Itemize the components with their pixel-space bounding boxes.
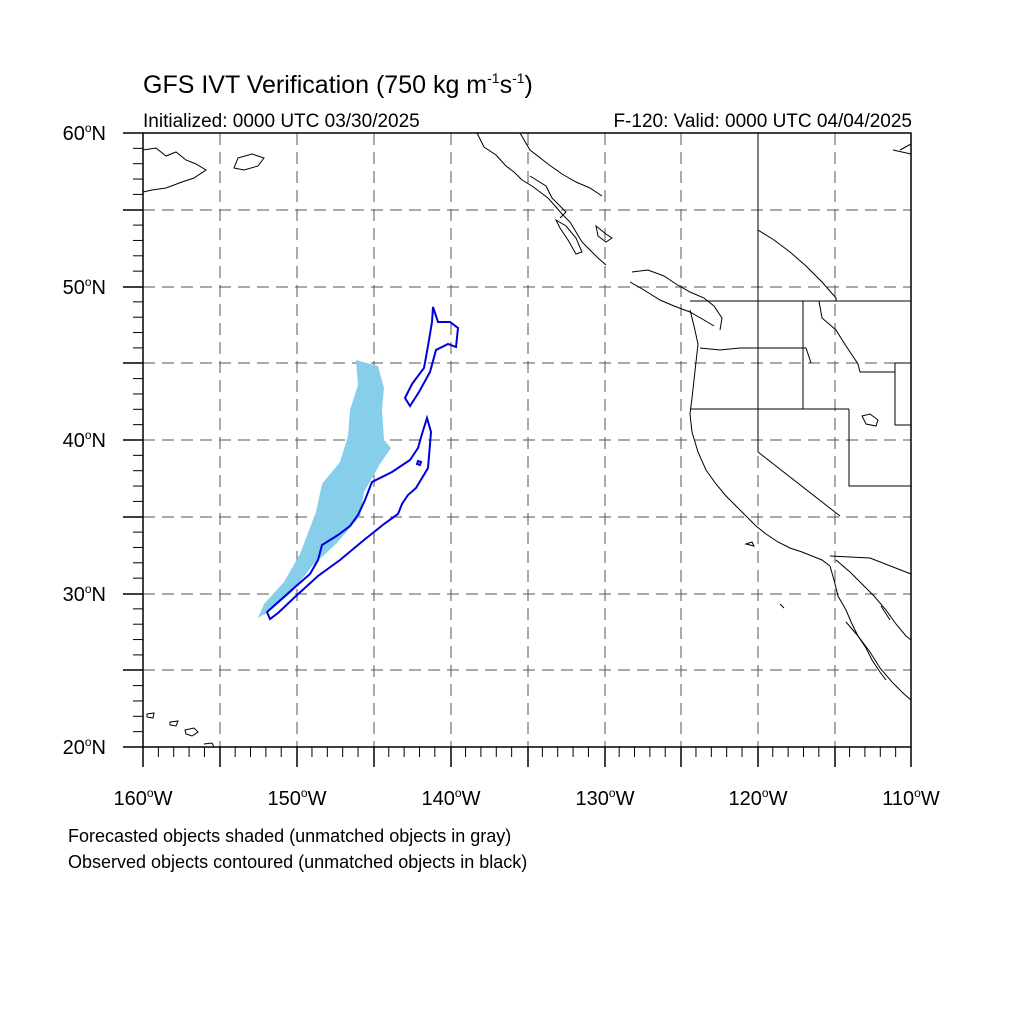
- lat-label-20n: 20oN: [62, 735, 106, 759]
- observed-legend-note: Observed objects contoured (unmatched ob…: [68, 852, 528, 872]
- lon-label-140w: 140oW: [421, 786, 481, 810]
- valid-time-label: F-120: Valid: 0000 UTC 04/04/2025: [613, 111, 912, 132]
- minor-ticks: [133, 147, 897, 757]
- map-title: GFS IVT Verification (750 kg m-1s-1): [143, 70, 533, 99]
- lat-label-30n: 30oN: [62, 582, 106, 606]
- observed-contour-north: [403, 306, 460, 408]
- lat-label-60n: 60oN: [62, 121, 106, 145]
- lat-label-40n: 40oN: [62, 428, 106, 452]
- lon-label-130w: 130oW: [575, 786, 635, 810]
- lon-label-160w: 160oW: [113, 786, 173, 810]
- coastlines: [142, 132, 912, 748]
- grid-lines: [143, 133, 911, 747]
- lon-label-150w: 150oW: [267, 786, 327, 810]
- observed-contour-dot: [415, 459, 423, 467]
- observed-contour-south: [265, 414, 433, 621]
- lon-label-110w: 110oW: [882, 786, 940, 810]
- lat-label-50n: 50oN: [62, 275, 106, 299]
- observed-object-contours: [265, 306, 460, 621]
- major-ticks: [123, 132, 912, 767]
- init-time-label: Initialized: 0000 UTC 03/30/2025: [143, 111, 420, 132]
- forecast-object-shaded: [258, 360, 391, 618]
- lon-label-120w: 120oW: [728, 786, 788, 810]
- forecast-legend-note: Forecasted objects shaded (unmatched obj…: [68, 826, 512, 846]
